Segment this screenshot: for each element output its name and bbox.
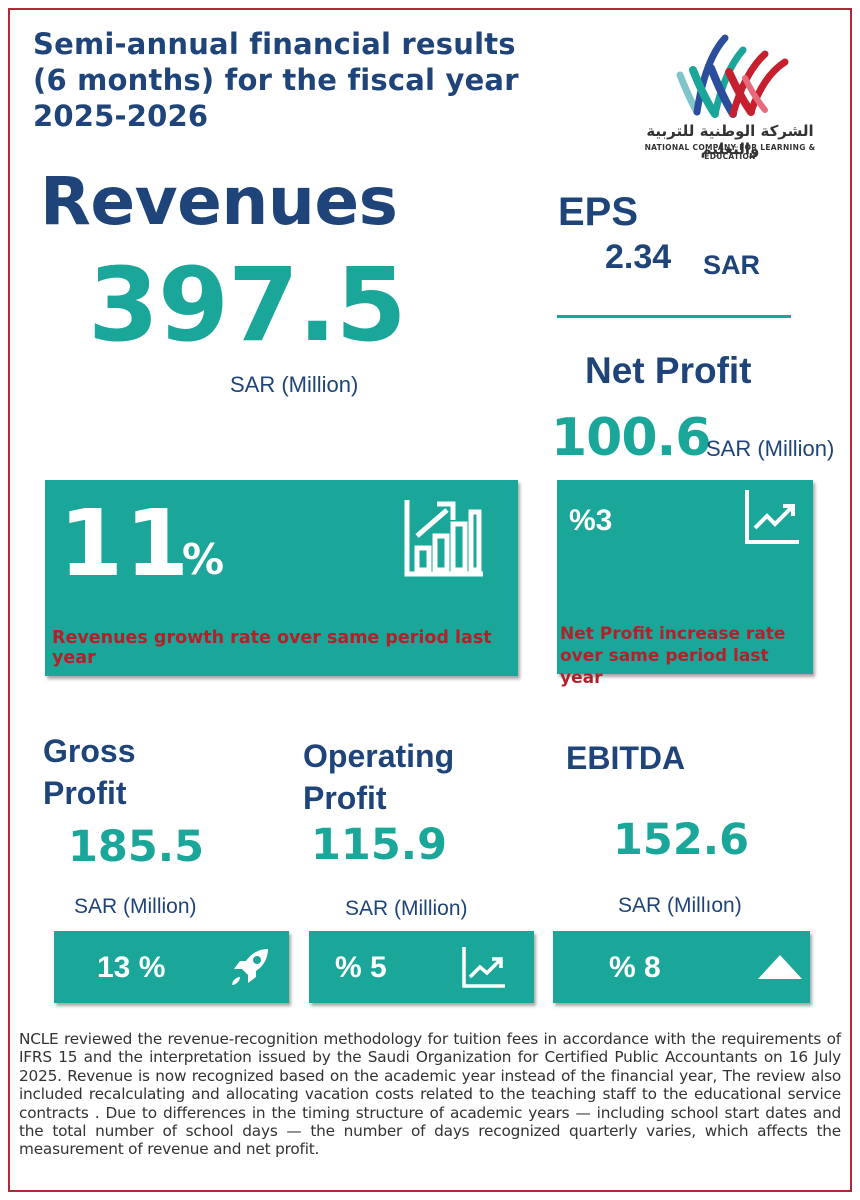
- operating-profit-change-card: % 5: [309, 931, 534, 1003]
- divider: [557, 315, 791, 318]
- gross-profit-label: Gross Profit: [43, 730, 135, 814]
- label-line-1: EBITDA: [566, 740, 686, 776]
- net-profit-unit: SAR (Million): [706, 436, 835, 461]
- page-border: [8, 8, 852, 1192]
- logo-arabic-name: الشركة الوطنية للتربية والتعليم: [646, 122, 814, 158]
- label-line-1: Operating: [303, 738, 455, 774]
- eps-label: EPS: [558, 190, 639, 234]
- triangle-up-icon: [758, 955, 802, 979]
- gross-profit-unit: SAR (Million): [74, 895, 197, 918]
- revenues-unit: SAR (Million): [230, 372, 359, 397]
- eps-value: 2.34: [605, 238, 672, 276]
- caption-line-1: Net Profit increase rate: [560, 624, 786, 644]
- operating-profit-unit: SAR (Million): [345, 897, 468, 920]
- title-line-3: 2025-2026: [33, 99, 209, 133]
- label-line-1: Gross: [43, 733, 136, 769]
- revenue-growth-number: 11: [59, 490, 192, 597]
- gross-profit-change-card: 13 %: [54, 931, 289, 1003]
- ebitda-change: % 8: [609, 951, 661, 984]
- rocket-icon: [232, 949, 268, 985]
- title-line-1: Semi-annual financial results: [33, 27, 516, 61]
- gross-profit-change: 13 %: [97, 951, 166, 984]
- net-profit-label: Net Profit: [585, 350, 752, 391]
- company-logo: [676, 34, 789, 118]
- revenues-value: 397.5: [88, 246, 407, 365]
- line-chart-up-icon: [462, 947, 505, 988]
- operating-profit-label: Operating Profit: [303, 735, 454, 819]
- revenue-growth-percent-sign: %: [182, 535, 225, 584]
- ebitda-change-card: % 8: [553, 931, 810, 1003]
- operating-profit-change: % 5: [335, 951, 387, 984]
- label-line-2: Profit: [303, 780, 387, 816]
- revenue-growth-card: 11 % Revenues growth rate over same peri…: [45, 480, 518, 676]
- label-line-2: Profit: [43, 775, 127, 811]
- revenues-label: Revenues: [40, 163, 398, 240]
- caption-line-2: over same period last year: [560, 646, 769, 688]
- ebitda-label: EBITDA: [566, 737, 685, 779]
- net-profit-increase-value: %3: [569, 504, 613, 537]
- page-title: Semi-annual financial results (6 months)…: [33, 26, 553, 134]
- line-chart-up-icon: [745, 490, 799, 544]
- ebitda-unit: SAR (Millıon): [618, 894, 742, 917]
- revenue-growth-caption: Revenues growth rate over same period la…: [52, 628, 492, 668]
- footnote: NCLE reviewed the revenue-recognition me…: [19, 1030, 841, 1159]
- eps-unit: SAR: [703, 250, 761, 280]
- net-profit-increase-card: %3 Net Profit increase rate over same pe…: [557, 480, 813, 688]
- ebitda-value: 152.6: [613, 815, 750, 865]
- gross-profit-value: 185.5: [68, 822, 205, 872]
- bar-chart-growth-icon: [404, 500, 483, 577]
- title-line-2: (6 months) for the fiscal year: [33, 63, 519, 97]
- logo-english-name: NATIONAL COMPANY FOR LEARNING & EDUCATIO…: [644, 143, 816, 161]
- operating-profit-value: 115.9: [311, 820, 448, 870]
- net-profit-value: 100.6: [551, 408, 711, 468]
- net-profit-increase-caption: Net Profit increase rate over same perio…: [560, 623, 812, 689]
- logo-mark: [676, 34, 789, 118]
